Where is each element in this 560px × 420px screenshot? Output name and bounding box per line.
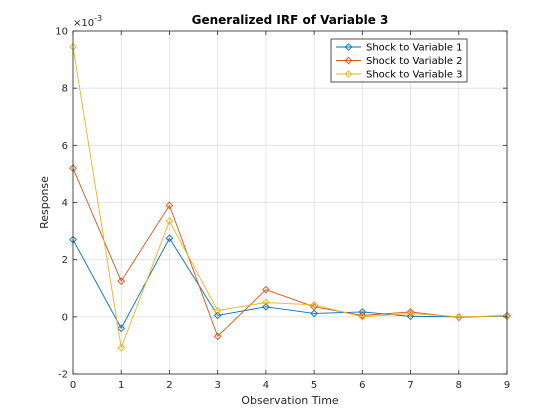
x-tick-label: 8 <box>456 380 462 391</box>
x-tick-label: 6 <box>359 380 365 391</box>
legend-label: Shock to Variable 1 <box>366 43 463 54</box>
legend: Shock to Variable 1 Shock to Variable 2 Sh… <box>330 38 468 83</box>
data-point <box>117 277 126 285</box>
y-tick-label: 4 <box>62 198 68 209</box>
y-multiplier-base: ×10 <box>73 18 94 29</box>
y-tick-label: 2 <box>62 255 68 266</box>
data-point <box>117 343 126 352</box>
x-tick-label: 0 <box>70 380 76 391</box>
legend-label: Shock to Variable 2 <box>366 56 463 67</box>
data-point <box>358 312 367 321</box>
data-point <box>310 300 318 309</box>
data-point <box>262 285 270 294</box>
data-point <box>310 309 318 318</box>
data-point <box>165 201 174 210</box>
data-point <box>406 308 415 316</box>
x-tick-label: 4 <box>263 380 269 391</box>
legend-swatch-marker <box>344 56 353 65</box>
y-axis-title: Response <box>38 176 51 229</box>
legend-entry: Shock to Variable 3 <box>336 70 463 81</box>
y-tick-label: 0 <box>62 312 68 323</box>
data-point <box>406 309 415 318</box>
x-tick-label: 7 <box>407 380 413 391</box>
data-point <box>262 302 270 311</box>
data-point <box>262 298 270 307</box>
data-point <box>213 332 222 341</box>
x-tick-label: 9 <box>504 380 510 391</box>
data-point <box>213 311 222 320</box>
x-tick-label: 2 <box>166 380 172 391</box>
x-axis-title: Observation Time <box>241 394 339 407</box>
legend-swatch-marker <box>344 43 353 51</box>
data-point <box>165 234 174 243</box>
series-layer <box>69 42 511 352</box>
legend-label: Shock to Variable 3 <box>366 70 463 81</box>
y-multiplier-exponent: -3 <box>94 14 102 23</box>
legend-swatch-marker <box>344 70 353 78</box>
y-tick-label: 6 <box>62 141 68 152</box>
x-tick-label: 1 <box>118 380 124 391</box>
data-point <box>213 306 222 315</box>
y-tick-label: 8 <box>62 84 68 95</box>
legend-entry: Shock to Variable 1 <box>336 43 463 54</box>
data-point <box>358 311 367 320</box>
series-line <box>72 46 508 350</box>
y-tick-label: -2 <box>58 370 68 381</box>
data-point <box>165 217 174 225</box>
x-tick-label: 5 <box>311 380 317 391</box>
x-tick-label: 3 <box>214 380 220 391</box>
data-point <box>117 324 126 333</box>
y-axis-multiplier: ×10-3 <box>73 14 102 29</box>
y-tick-label: 10 <box>55 27 68 38</box>
data-point <box>406 312 415 321</box>
chart-title: Generalized IRF of Variable 3 <box>192 13 389 27</box>
data-point <box>454 312 463 321</box>
legend-entry: Shock to Variable 2 <box>336 56 463 67</box>
